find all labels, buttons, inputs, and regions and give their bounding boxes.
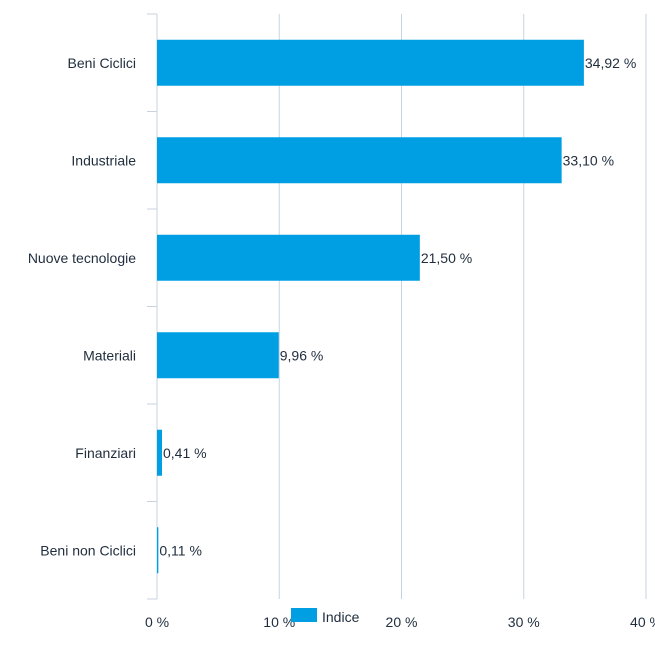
bar-2 [157, 234, 420, 281]
data-label-3: 9,96 % [280, 347, 324, 363]
x-tick-label-3: 30 % [508, 614, 540, 630]
data-labels: 34,92 % 33,10 % 21,50 % 9,96 % 0,41 % 0,11 % [159, 55, 636, 559]
x-tick-labels: 0 % 10 % 20 % 30 % 40 % [145, 614, 655, 630]
category-label-1: Industriale [71, 152, 136, 168]
grid-lines [156, 14, 647, 599]
category-label-0: Beni Ciclici [68, 55, 136, 71]
bar-0 [157, 39, 584, 86]
legend-swatch [291, 608, 317, 622]
category-labels: Beni Ciclici Industriale Nuove tecnologie M… [28, 55, 136, 559]
bar-1 [157, 137, 562, 184]
legend: Indice [291, 608, 360, 625]
legend-label-indice: Indice [322, 609, 360, 625]
bar-5 [157, 527, 159, 574]
bar-3 [157, 332, 279, 379]
bar-4 [157, 429, 163, 476]
data-label-2: 21,50 % [421, 250, 472, 266]
category-label-3: Materiali [83, 347, 136, 363]
category-label-4: Finanziari [75, 445, 136, 461]
category-axis [147, 13, 158, 600]
x-tick-label-0: 0 % [145, 614, 169, 630]
category-label-5: Beni non Ciclici [40, 542, 136, 558]
data-label-1: 33,10 % [563, 152, 614, 168]
category-label-2: Nuove tecnologie [28, 250, 136, 266]
data-label-0: 34,92 % [585, 55, 636, 71]
data-label-5: 0,11 % [159, 542, 202, 558]
data-label-4: 0,41 % [163, 445, 207, 461]
x-tick-label-1: 10 % [263, 614, 295, 630]
x-tick-label-4: 40 % [630, 614, 655, 630]
x-tick-label-2: 20 % [386, 614, 418, 630]
bars [157, 39, 584, 574]
